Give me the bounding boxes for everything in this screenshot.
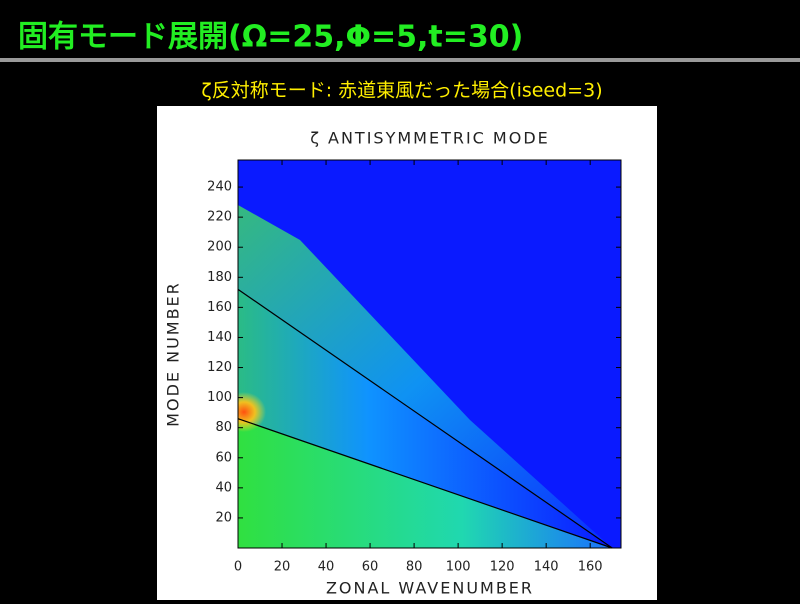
x-tick-label: 140 xyxy=(534,560,559,575)
y-axis-label: MODE NUMBER xyxy=(164,281,183,427)
x-tick-label: 80 xyxy=(406,560,423,575)
chart-title: ζ ANTISYMMETRIC MODE xyxy=(310,129,550,148)
slide-subtitle: ζ反対称モード: 赤道東風だった場合(iseed=3) xyxy=(201,80,602,102)
y-tick-label: 220 xyxy=(207,210,232,225)
x-tick-label: 120 xyxy=(490,560,515,575)
x-tick-label: 100 xyxy=(446,560,471,575)
y-tick-label: 160 xyxy=(207,300,232,315)
y-tick-label: 60 xyxy=(215,450,232,465)
slide-title: 固有モード展開(Ω=25,Φ=5,t=30) xyxy=(18,20,523,55)
y-tick-label: 20 xyxy=(215,510,232,525)
x-tick-label: 160 xyxy=(578,560,603,575)
heatmap-field xyxy=(238,160,621,548)
y-tick-label: 200 xyxy=(207,240,232,255)
y-tick-label: 240 xyxy=(207,180,232,195)
title-rule xyxy=(0,58,800,62)
y-tick-label: 100 xyxy=(207,390,232,405)
x-tick-label: 20 xyxy=(274,560,291,575)
x-axis-label: ZONAL WAVENUMBER xyxy=(326,579,534,598)
mode-line xyxy=(237,418,613,549)
y-tick-label: 140 xyxy=(207,330,232,345)
y-tick-label: 80 xyxy=(215,420,232,435)
y-tick-label: 40 xyxy=(215,480,232,495)
x-tick-label: 0 xyxy=(234,560,242,575)
mode-line xyxy=(237,288,613,549)
x-tick-label: 60 xyxy=(362,560,379,575)
y-tick-label: 120 xyxy=(207,360,232,375)
plot-frame xyxy=(237,159,622,549)
y-tick-label: 180 xyxy=(207,270,232,285)
x-tick-label: 40 xyxy=(318,560,335,575)
